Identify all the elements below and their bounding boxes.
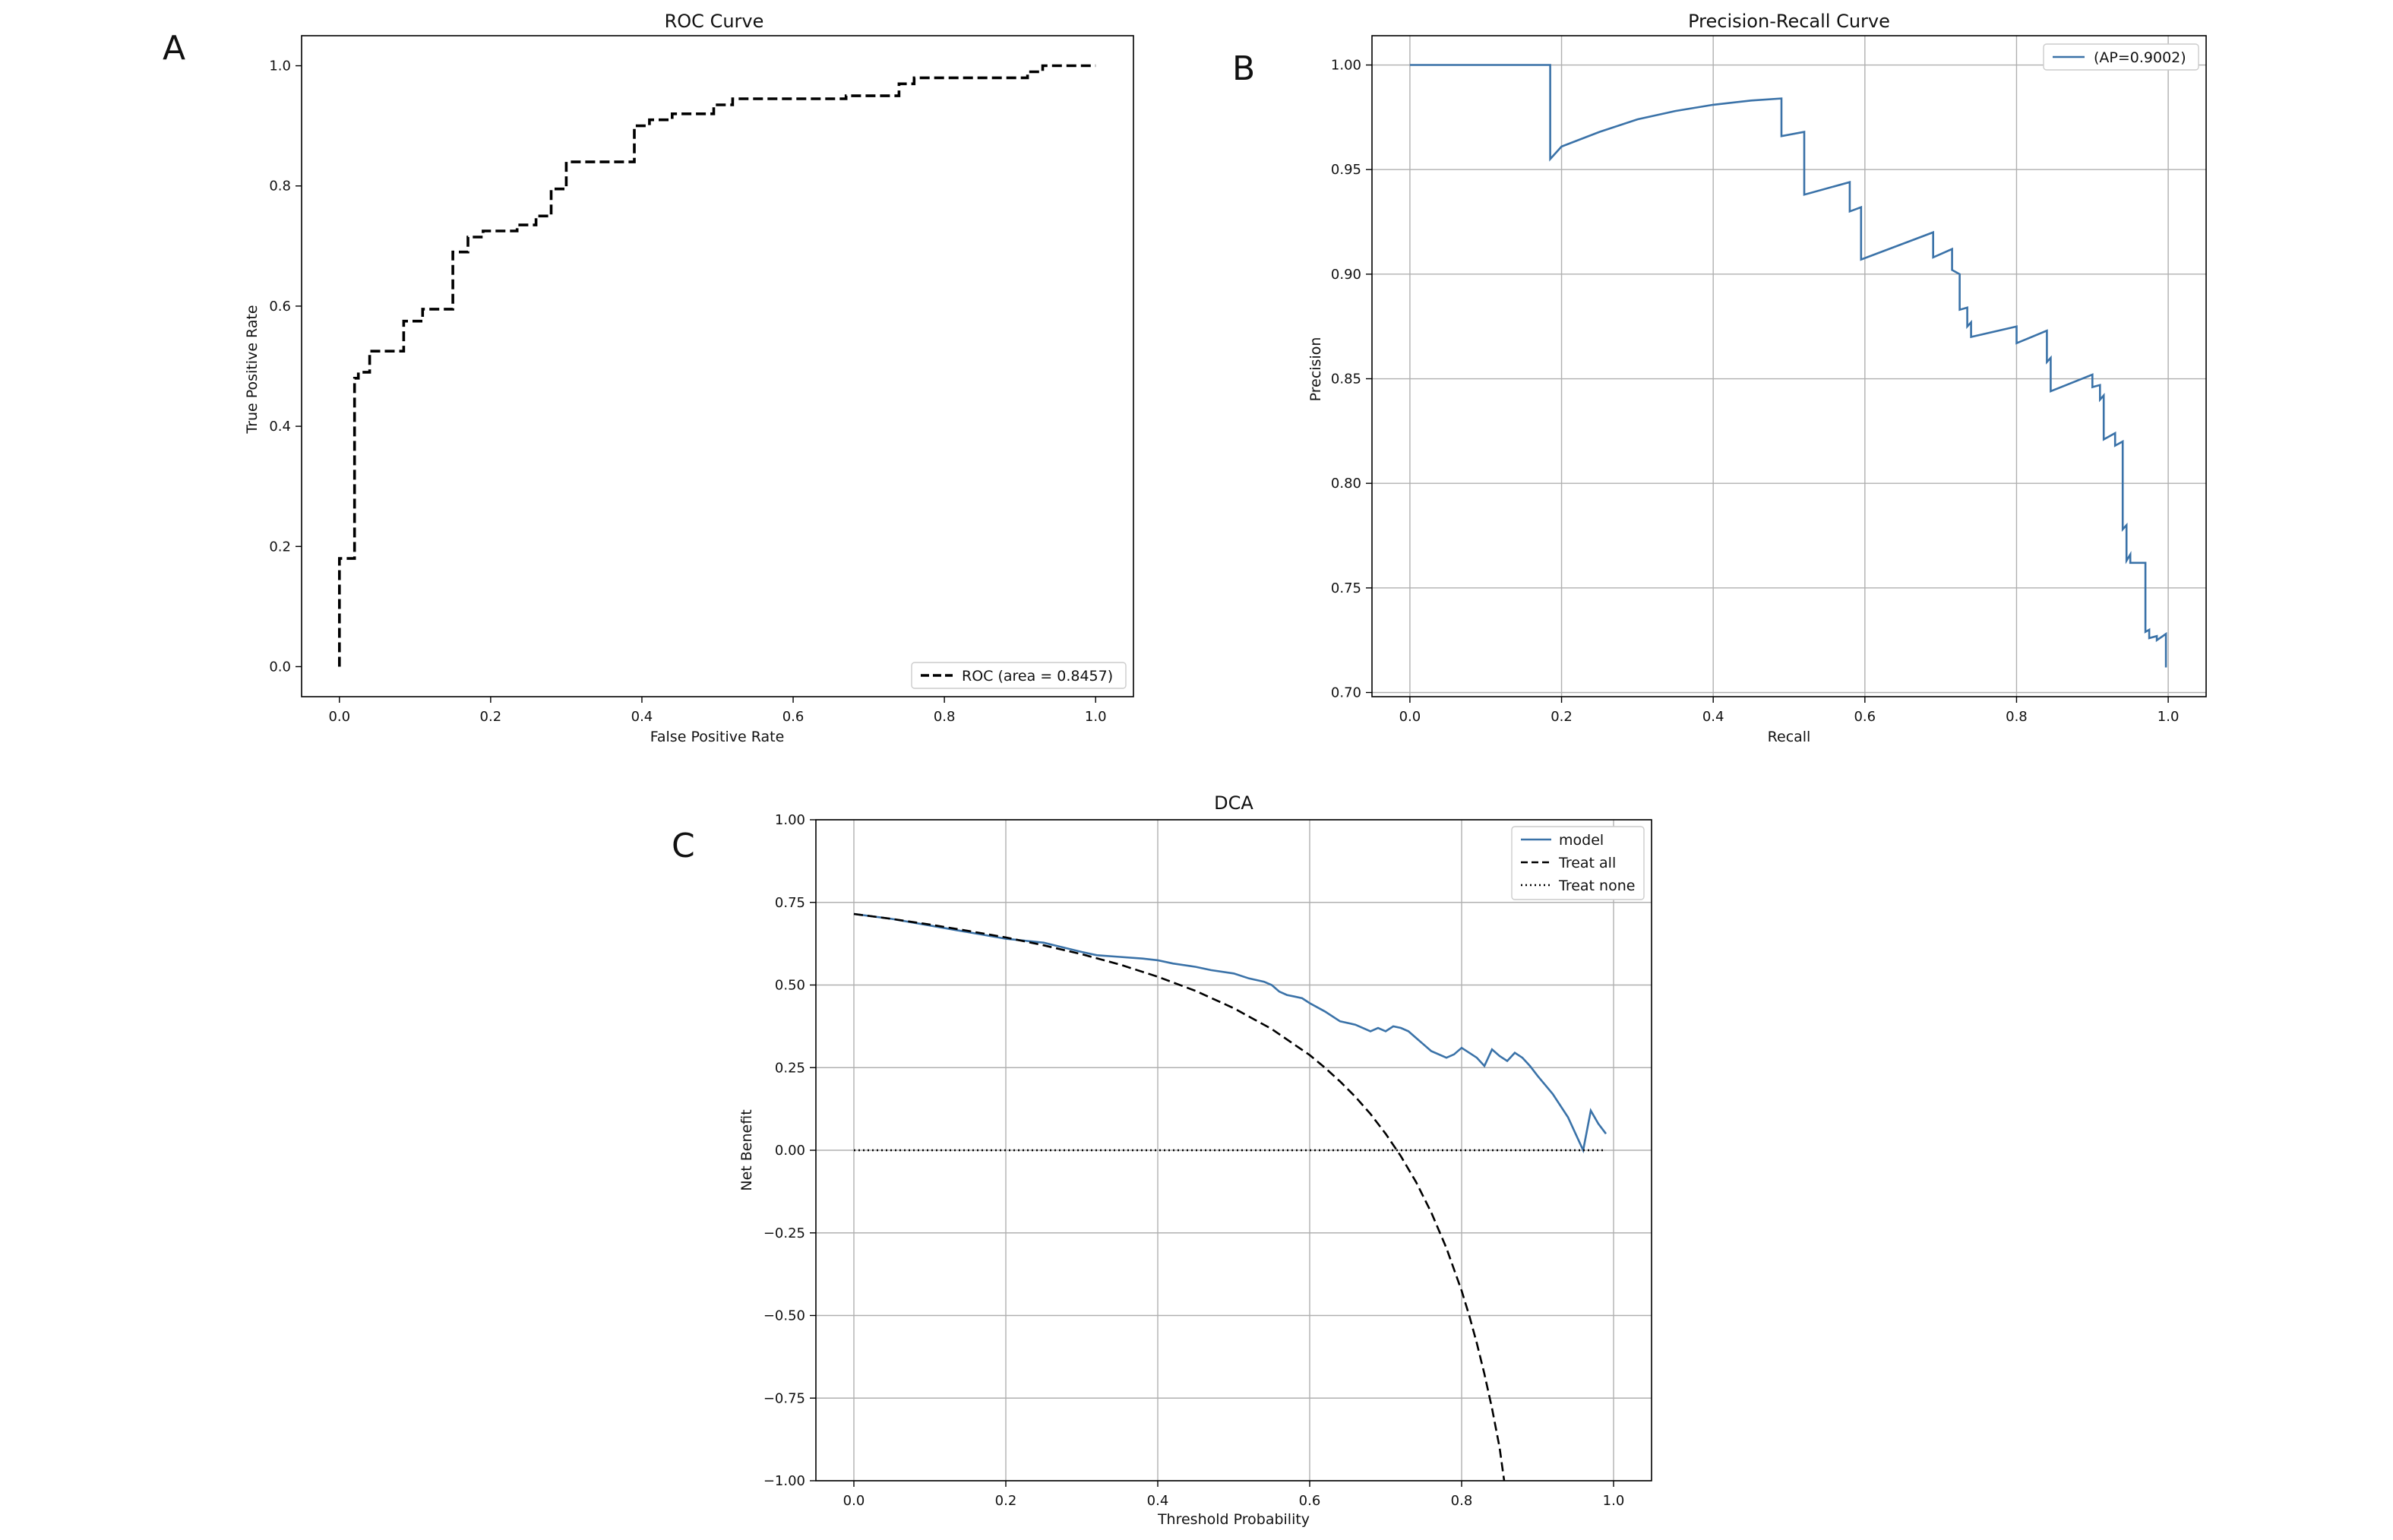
dca-y-tick-label: −0.75 bbox=[763, 1390, 805, 1406]
pr-y-tick-label: 0.85 bbox=[1331, 372, 1361, 387]
roc-series bbox=[337, 64, 1096, 667]
dca-y-tick-label: −1.00 bbox=[763, 1473, 805, 1489]
dca-y-axis-label: Net Benefit bbox=[738, 1109, 755, 1191]
pr-y-tick-label: 0.70 bbox=[1331, 685, 1361, 700]
roc-x-tick-label: 1.0 bbox=[1085, 709, 1107, 725]
panel-letter-b: B bbox=[1232, 49, 1255, 88]
dca-x-tick-label: 0.2 bbox=[995, 1493, 1017, 1509]
pr-y-ticks: 0.70 0.75 0.80 0.85 0.90 0.95 1.00 bbox=[1331, 58, 1372, 700]
roc-x-axis-label: False Positive Rate bbox=[650, 729, 785, 745]
dca-y-tick-label: 0.00 bbox=[775, 1143, 805, 1159]
roc-series-roc-area-0-8457-line bbox=[337, 64, 1096, 667]
roc-x-ticks: 0.0 0.2 0.4 0.6 0.8 1.0 bbox=[328, 697, 1107, 725]
dca-legend-box bbox=[1511, 826, 1645, 900]
dca-series-model-line bbox=[853, 912, 1607, 1154]
roc-legend-label: ROC (area = 0.8457) bbox=[962, 668, 1113, 685]
dca-x-tick-label: 0.0 bbox=[843, 1493, 865, 1509]
dca-y-tick-label: −0.50 bbox=[763, 1308, 805, 1324]
pr-y-tick-label: 0.80 bbox=[1331, 476, 1361, 492]
pr-x-tick-label: 0.6 bbox=[1854, 709, 1876, 725]
dca-x-tick-label: 1.0 bbox=[1603, 1493, 1625, 1509]
dca-x-tick-label: 0.6 bbox=[1299, 1493, 1321, 1509]
dca-y-tick-label: 0.50 bbox=[775, 978, 805, 994]
dca-legend-label-treat-none: Treat none bbox=[1558, 878, 1635, 894]
pr-x-tick-label: 0.8 bbox=[2006, 709, 2028, 725]
dca-x-ticks: 0.0 0.2 0.4 0.6 0.8 1.0 bbox=[843, 1481, 1625, 1509]
roc-y-tick-label: 0.4 bbox=[269, 419, 291, 435]
panel-letter-a: A bbox=[163, 29, 185, 68]
pr-series bbox=[1409, 64, 2167, 668]
pr-legend-box bbox=[2043, 43, 2199, 71]
roc-y-ticks: 0.0 0.2 0.4 0.6 0.8 1.0 bbox=[269, 59, 302, 675]
roc-y-tick-label: 0.6 bbox=[269, 299, 291, 315]
dca-y-tick-label: 1.00 bbox=[775, 812, 805, 828]
pr-x-tick-label: 0.2 bbox=[1551, 709, 1573, 725]
roc-title: ROC Curve bbox=[665, 11, 764, 32]
pr-series-ap-0-9002-line bbox=[1409, 64, 2167, 668]
dca-series bbox=[853, 912, 1607, 1481]
roc-x-tick-label: 0.6 bbox=[782, 709, 805, 725]
pr-chart: Precision-Recall Curve 0.0 0.2 0.4 0.6 0.8 1.… bbox=[1307, 11, 2207, 745]
dca-series-treat-all-line bbox=[853, 912, 1506, 1481]
roc-x-tick-label: 0.4 bbox=[631, 709, 653, 725]
dca-x-tick-label: 0.4 bbox=[1147, 1493, 1169, 1509]
pr-x-axis-label: Recall bbox=[1768, 729, 1811, 745]
pr-title: Precision-Recall Curve bbox=[1688, 11, 1890, 32]
pr-legend: (AP=0.9002) bbox=[2043, 43, 2199, 71]
pr-axes-frame bbox=[1371, 35, 2207, 697]
pr-legend-label: (AP=0.9002) bbox=[2094, 49, 2186, 66]
pr-x-tick-label: 1.0 bbox=[2157, 709, 2180, 725]
dca-legend-label-model: model bbox=[1559, 832, 1604, 849]
dca-title: DCA bbox=[1214, 792, 1253, 814]
dca-grid bbox=[816, 819, 1652, 1481]
roc-chart: ROC Curve 0.0 0.2 0.4 0.6 0.8 1.0 0.00.20.40.… bbox=[244, 11, 1134, 745]
pr-x-tick-label: 0.0 bbox=[1399, 709, 1421, 725]
roc-y-axis-label: True Positive Rate bbox=[244, 305, 261, 434]
roc-axes-frame bbox=[301, 35, 1134, 697]
roc-legend: ROC (area = 0.8457) bbox=[911, 662, 1127, 689]
pr-x-tick-label: 0.4 bbox=[1702, 709, 1724, 725]
dca-y-tick-label: −0.25 bbox=[763, 1225, 805, 1241]
panel-letter-c: C bbox=[672, 827, 695, 865]
pr-y-tick-label: 0.75 bbox=[1331, 580, 1361, 596]
pr-x-ticks: 0.0 0.2 0.4 0.6 0.8 1.0 bbox=[1399, 697, 2180, 725]
dca-x-axis-label: Threshold Probability bbox=[1157, 1511, 1310, 1528]
dca-y-tick-label: 0.25 bbox=[775, 1060, 805, 1076]
roc-x-tick-label: 0.2 bbox=[480, 709, 502, 725]
roc-y-tick-label: 0.0 bbox=[269, 659, 291, 675]
roc-x-tick-label: 0.8 bbox=[934, 709, 956, 725]
dca-legend-label-treat-all: Treat all bbox=[1558, 855, 1616, 871]
dca-y-tick-label: 0.75 bbox=[775, 895, 805, 911]
roc-x-tick-label: 0.0 bbox=[328, 709, 350, 725]
dca-y-ticks: −1.00 −0.75 −0.50 −0.25 0.00 0.25 0.50 0.75 1.00 bbox=[763, 812, 816, 1489]
pr-y-tick-label: 0.95 bbox=[1331, 162, 1361, 178]
roc-y-tick-label: 0.8 bbox=[269, 179, 291, 194]
roc-y-tick-label: 0.2 bbox=[269, 539, 291, 555]
dca-x-tick-label: 0.8 bbox=[1451, 1493, 1473, 1509]
pr-y-tick-label: 1.00 bbox=[1331, 58, 1361, 74]
roc-y-tick-label: 1.0 bbox=[269, 59, 291, 74]
dca-chart: DCA 0.0 0.2 0.4 0.6 0.8 1.0 −1.00 −0.75 −0.50 −0… bbox=[738, 792, 1652, 1528]
pr-y-tick-label: 0.90 bbox=[1331, 267, 1361, 283]
roc-legend-box bbox=[911, 662, 1127, 689]
pr-y-axis-label: Precision bbox=[1307, 337, 1324, 402]
dca-legend: model Treat all Treat none bbox=[1511, 826, 1645, 900]
